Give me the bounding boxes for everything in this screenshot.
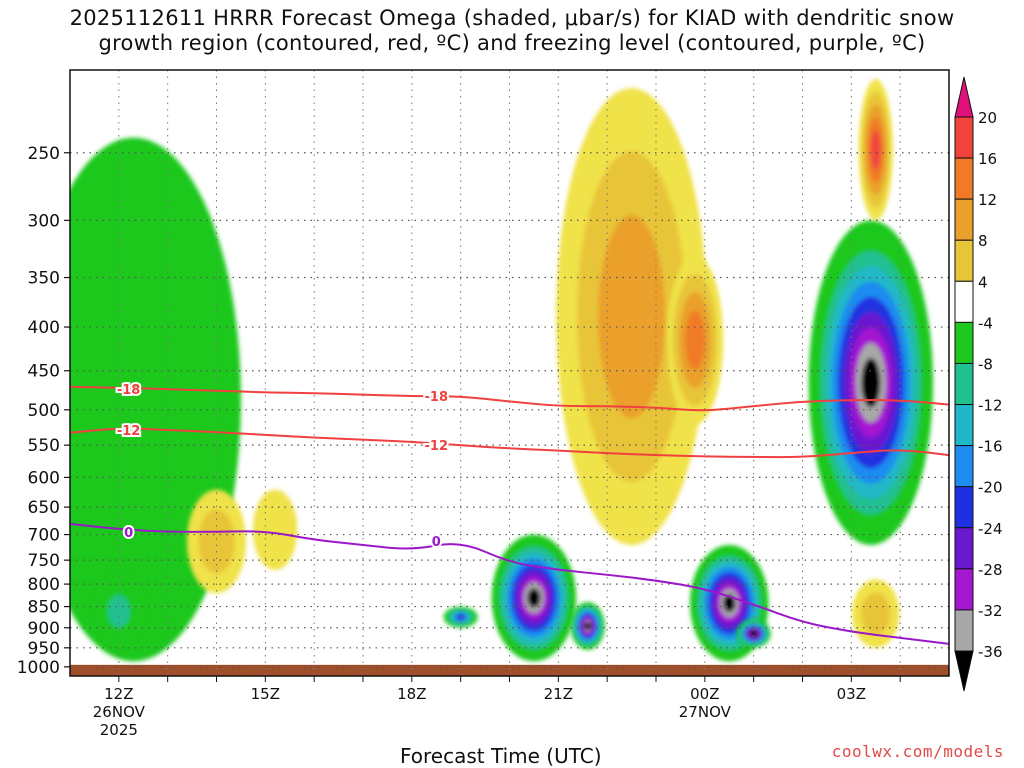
x-tick-year: 2025 <box>100 721 138 739</box>
colorbar-label: 4 <box>978 273 988 291</box>
colorbar-segment <box>954 568 974 611</box>
x-tick-date: 27NOV <box>679 703 732 721</box>
contour-line <box>70 385 949 412</box>
y-tick-label: 550 <box>28 436 60 456</box>
colorbar-segment <box>954 198 974 241</box>
contour-label: -12 <box>117 424 141 439</box>
omega-region <box>852 579 900 648</box>
omega-shade-level <box>583 621 592 630</box>
ground-strip <box>70 664 949 676</box>
colorbar: 20 16 12 8 4 -4 -8 -12 -16 -20 -24 -28 -32 -36 <box>954 76 1003 692</box>
colorbar-label: -24 <box>978 520 1003 538</box>
colorbar-segment <box>954 116 974 159</box>
colorbar-label: 8 <box>978 232 988 250</box>
y-tick-label: 900 <box>28 619 60 639</box>
y-tick-label: 1000 <box>17 658 60 678</box>
y-tick-label: 250 <box>28 144 60 164</box>
colorbar-label: 12 <box>978 191 997 209</box>
omega-shade-level <box>252 489 298 570</box>
y-tick-label: 750 <box>28 551 60 571</box>
x-tick-label: 00Z <box>690 685 719 703</box>
y-axis: 2503003504004505005506006507007508008509… <box>17 144 70 678</box>
contour-line <box>70 427 949 459</box>
y-tick-label: 350 <box>28 269 60 289</box>
colorbar-segment <box>954 527 974 570</box>
credit-text[interactable]: coolwx.com/models <box>831 742 1004 761</box>
contour-label: -18 <box>117 383 141 398</box>
y-tick-label: 500 <box>28 401 60 421</box>
omega-shade-level <box>870 129 881 170</box>
colorbar-segment <box>954 404 974 447</box>
x-tick-label: 12Z <box>104 685 133 703</box>
omega-region <box>808 220 934 546</box>
omega-region <box>556 88 708 546</box>
colorbar-segment <box>954 609 974 652</box>
colorbar-segment <box>954 157 974 200</box>
omega-shade-level <box>107 595 131 628</box>
contour-label: -18 <box>425 390 449 405</box>
omega-shade-level <box>723 594 736 612</box>
omega-shading <box>70 79 934 662</box>
temperature-contours: -18 -18 -12 -12 0 0 <box>70 381 949 645</box>
contour-label: 0 <box>124 526 133 541</box>
omega-shade-level <box>598 215 666 419</box>
omega-shade-level <box>70 238 200 561</box>
colorbar-label: -36 <box>978 643 1003 661</box>
colorbar-top-arrow <box>954 76 974 118</box>
y-tick-label: 800 <box>28 575 60 595</box>
colorbar-bottom-arrow <box>954 650 974 692</box>
y-tick-label: 700 <box>28 526 60 546</box>
contour-line <box>70 522 949 645</box>
x-tick-label: 18Z <box>397 685 426 703</box>
omega-shade-level <box>198 509 235 574</box>
omega-region <box>186 489 247 594</box>
omega-region <box>252 489 298 570</box>
colorbar-segment <box>954 362 974 406</box>
ground-surface <box>70 664 949 676</box>
omega-region <box>858 79 893 221</box>
contour-label: -12 <box>425 439 449 454</box>
x-tick-date: 26NOV <box>93 703 146 721</box>
omega-shade-level <box>527 588 541 608</box>
omega-region <box>666 255 724 425</box>
omega-shade-level <box>685 310 705 370</box>
x-tick-label: 21Z <box>544 685 573 703</box>
chart-title-line-1: 2025112611 HRRR Forecast Omega (shaded, … <box>69 6 955 30</box>
x-axis-title: Forecast Time (UTC) <box>400 744 602 768</box>
chart-title-line-2: growth region (contoured, red, ºC) and f… <box>98 31 926 55</box>
y-tick-label: 600 <box>28 468 60 488</box>
colorbar-segment <box>954 239 974 282</box>
omega-shade-level <box>861 592 891 635</box>
y-tick-label: 450 <box>28 362 60 382</box>
y-tick-label: 300 <box>28 211 60 231</box>
contour-label: 0 <box>432 535 441 550</box>
colorbar-segment <box>954 445 974 488</box>
omega-region <box>491 534 577 662</box>
colorbar-label: -20 <box>978 479 1003 497</box>
colorbar-label: -8 <box>978 355 993 373</box>
colorbar-label: -4 <box>978 314 993 332</box>
colorbar-segment <box>954 486 974 529</box>
y-tick-label: 850 <box>28 598 60 618</box>
colorbar-label: 20 <box>978 109 997 127</box>
colorbar-label: -12 <box>978 397 1003 415</box>
x-tick-label: 15Z <box>251 685 280 703</box>
y-tick-label: 650 <box>28 498 60 518</box>
colorbar-label: -32 <box>978 602 1003 620</box>
y-tick-label: 400 <box>28 318 60 338</box>
colorbar-label: -16 <box>978 438 1003 456</box>
colorbar-segment <box>954 280 974 323</box>
omega-shade-level <box>749 629 758 638</box>
colorbar-label: -28 <box>978 561 1003 579</box>
omega-region <box>570 602 605 650</box>
colorbar-label: 16 <box>978 150 997 168</box>
x-tick-label: 03Z <box>837 685 866 703</box>
omega-region <box>93 574 144 648</box>
colorbar-segment <box>954 321 974 364</box>
y-tick-label: 950 <box>28 639 60 659</box>
omega-shade-level <box>861 358 881 408</box>
